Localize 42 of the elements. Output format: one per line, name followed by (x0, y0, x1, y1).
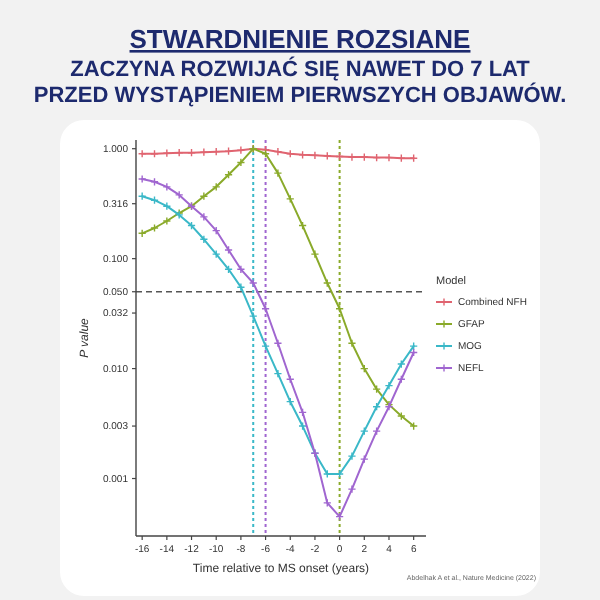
point (347, 338, 357, 348)
point (236, 158, 246, 167)
point (224, 245, 233, 255)
point (248, 278, 258, 288)
point (162, 182, 172, 192)
point (162, 201, 172, 211)
point (298, 421, 307, 431)
point (236, 265, 246, 274)
point (174, 190, 184, 200)
point (322, 151, 332, 161)
point (384, 381, 394, 390)
point (199, 212, 209, 222)
point (211, 182, 221, 192)
point (199, 191, 209, 201)
point (322, 278, 332, 288)
point (347, 484, 357, 494)
point (347, 451, 357, 461)
point (360, 454, 369, 464)
point (273, 147, 283, 156)
chart-subtitle: ZACZYNA ROZWIJAĆ SIĘ NAWET DO 7 LAT PRZED WYSTĄPIENIEM PIERWSZYCH OBJAWÓW. (33, 56, 567, 108)
point (273, 369, 283, 378)
point (273, 168, 283, 178)
point (360, 426, 369, 436)
point (384, 153, 394, 162)
point (372, 384, 381, 394)
point (162, 216, 172, 226)
point (150, 223, 159, 233)
point (372, 426, 381, 436)
point (236, 282, 246, 292)
point (248, 311, 258, 321)
point (261, 341, 270, 351)
point (397, 359, 406, 369)
point (211, 249, 221, 259)
point (298, 150, 307, 160)
point (397, 411, 406, 421)
point (199, 234, 209, 244)
point (236, 145, 246, 155)
chart-title: STWARDNIENIE ROZSIANE (129, 24, 472, 54)
point (322, 498, 332, 508)
point (310, 249, 320, 259)
point (273, 338, 283, 348)
point (285, 194, 295, 204)
